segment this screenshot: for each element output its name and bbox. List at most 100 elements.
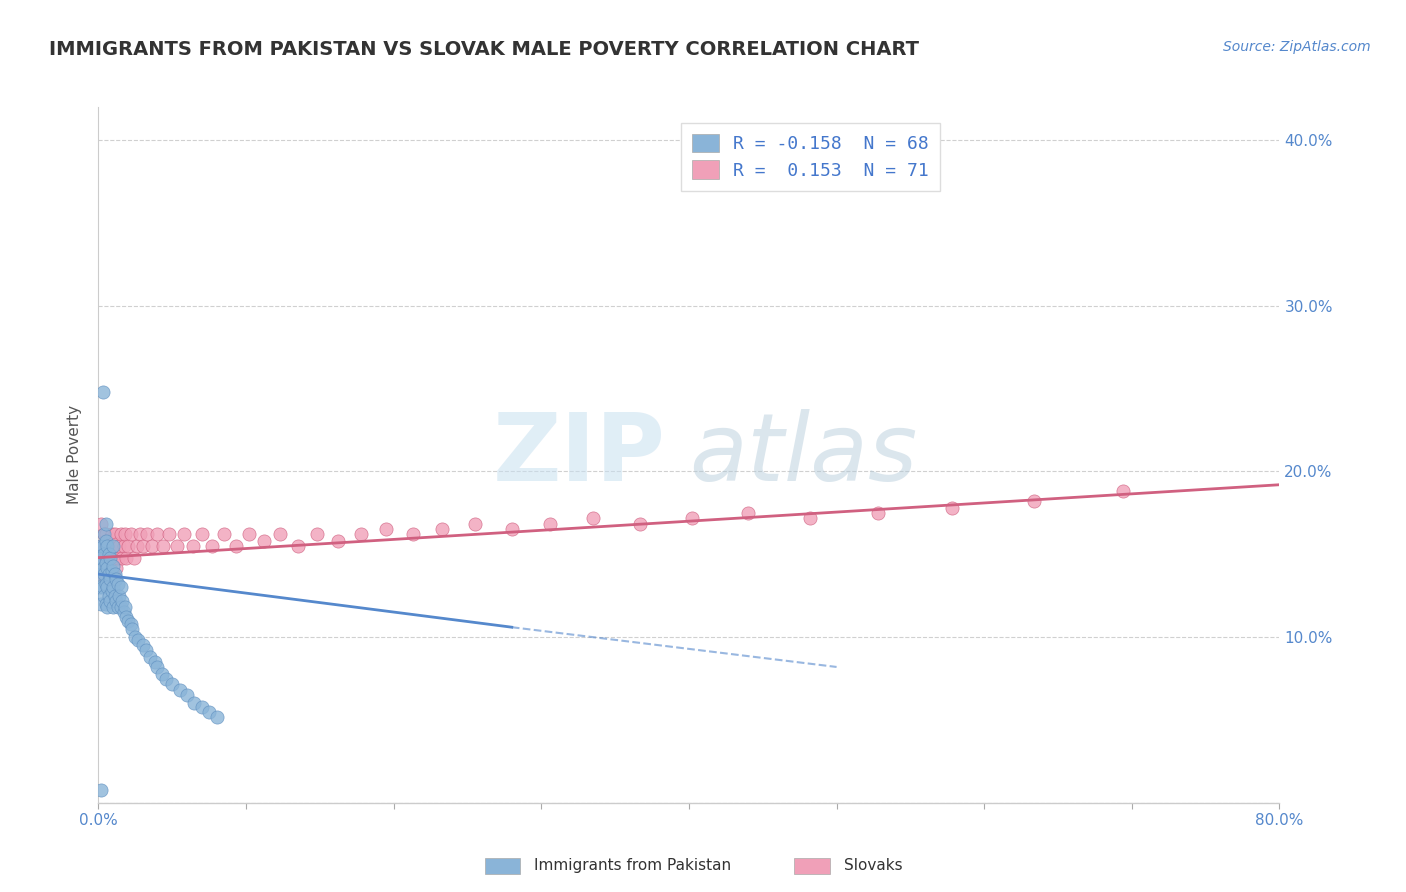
Point xyxy=(114,527,136,541)
Point xyxy=(94,572,117,586)
Point xyxy=(90,517,112,532)
Point xyxy=(94,534,117,549)
Text: ZIP: ZIP xyxy=(492,409,665,501)
Point xyxy=(538,517,561,532)
Point xyxy=(162,676,183,690)
Point xyxy=(93,550,115,565)
Point xyxy=(155,672,177,686)
Point xyxy=(93,567,115,582)
Point xyxy=(111,593,134,607)
Point xyxy=(97,544,120,558)
Point xyxy=(89,539,111,553)
Point xyxy=(104,567,127,582)
Point xyxy=(98,531,121,545)
Point xyxy=(91,560,114,574)
Point xyxy=(110,581,132,595)
Point xyxy=(326,534,349,549)
Point xyxy=(105,572,128,586)
Point xyxy=(128,527,150,541)
Point xyxy=(105,537,128,551)
Point xyxy=(93,527,115,541)
Point xyxy=(628,517,651,532)
Point xyxy=(105,593,128,607)
Point xyxy=(1112,484,1135,499)
Point xyxy=(198,705,221,719)
Point xyxy=(107,577,129,591)
Point xyxy=(122,550,145,565)
Point xyxy=(96,560,118,574)
Point xyxy=(114,600,136,615)
Point xyxy=(150,666,173,681)
Point xyxy=(152,539,174,553)
Point xyxy=(97,567,120,582)
Point xyxy=(103,539,125,553)
Point xyxy=(89,556,111,570)
Point xyxy=(93,589,115,603)
Point xyxy=(104,527,127,541)
Point xyxy=(94,517,117,532)
Point xyxy=(941,500,963,515)
Point xyxy=(125,539,148,553)
Point xyxy=(97,567,120,582)
Point xyxy=(90,550,112,565)
Point xyxy=(1024,494,1046,508)
Point xyxy=(141,539,163,553)
Point xyxy=(112,605,135,619)
Point xyxy=(103,581,125,595)
Point xyxy=(201,539,224,553)
Point xyxy=(96,539,118,553)
Point xyxy=(91,539,114,553)
Text: Immigrants from Pakistan: Immigrants from Pakistan xyxy=(534,858,731,872)
Point xyxy=(96,534,118,549)
Point xyxy=(132,539,155,553)
Point xyxy=(253,534,276,549)
Point xyxy=(104,550,127,565)
Point xyxy=(176,688,198,702)
Point xyxy=(100,564,122,578)
Point xyxy=(350,527,373,541)
Point xyxy=(108,589,131,603)
Point xyxy=(90,567,112,582)
Point xyxy=(464,517,486,532)
Legend: R = -0.158  N = 68, R =  0.153  N = 71: R = -0.158 N = 68, R = 0.153 N = 71 xyxy=(681,123,939,191)
Point xyxy=(103,600,125,615)
Point xyxy=(98,550,121,565)
Point xyxy=(191,527,214,541)
Point xyxy=(402,527,425,541)
Point xyxy=(89,556,111,570)
Point xyxy=(121,622,143,636)
Point xyxy=(107,600,129,615)
Point xyxy=(139,650,162,665)
Point xyxy=(183,697,205,711)
Point xyxy=(212,527,235,541)
Point xyxy=(866,506,889,520)
Point xyxy=(157,527,180,541)
Point xyxy=(98,593,121,607)
Point xyxy=(582,511,605,525)
Point xyxy=(269,527,291,541)
Point xyxy=(110,527,132,541)
Point xyxy=(375,523,398,537)
Point xyxy=(100,527,122,541)
Point xyxy=(132,639,155,653)
Point xyxy=(120,527,142,541)
Point xyxy=(143,655,166,669)
Point xyxy=(737,506,759,520)
Point xyxy=(238,527,260,541)
Point xyxy=(91,544,114,558)
Point xyxy=(89,581,111,595)
Point xyxy=(117,539,139,553)
Point xyxy=(115,610,138,624)
Point xyxy=(681,511,703,525)
Point xyxy=(96,600,118,615)
Point xyxy=(94,556,117,570)
Point xyxy=(94,577,117,591)
Point xyxy=(94,527,117,541)
Text: Source: ZipAtlas.com: Source: ZipAtlas.com xyxy=(1223,40,1371,54)
Point xyxy=(97,589,120,603)
Point xyxy=(117,614,139,628)
Point xyxy=(107,550,129,565)
Point xyxy=(97,547,120,561)
Point xyxy=(103,567,125,582)
Point xyxy=(191,699,214,714)
